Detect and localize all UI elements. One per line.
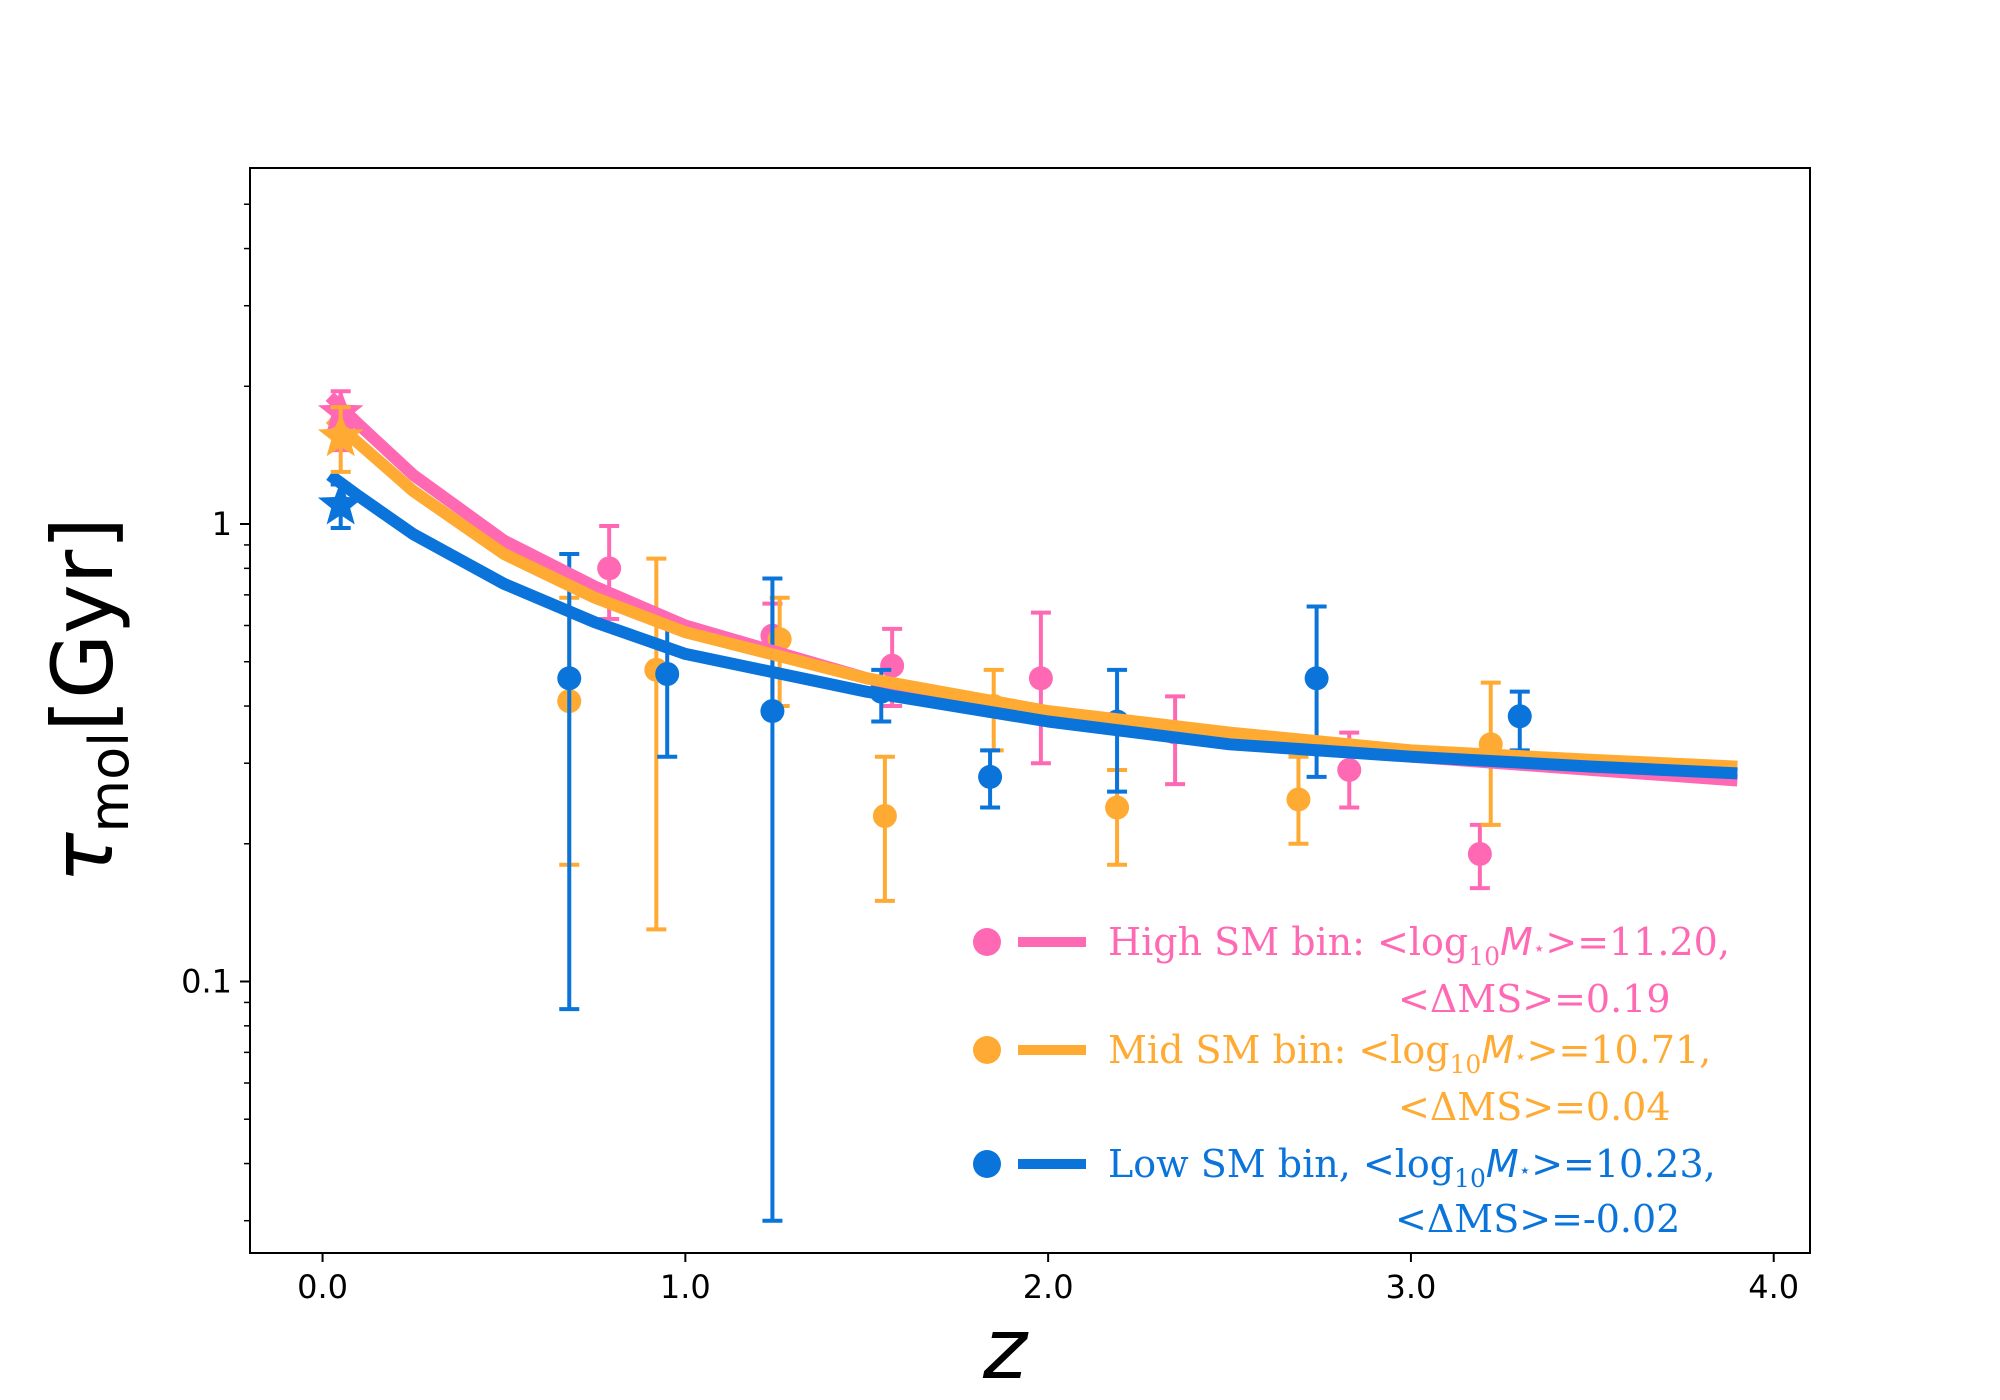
axes: 0.0 1.0 2.0 3.0 4.0 0.1 1 [181, 167, 1811, 1306]
data-point [655, 662, 680, 687]
data-point [880, 653, 905, 678]
fit-line-2 [326, 470, 1738, 780]
y-axis-label-tau: τ [34, 832, 132, 883]
fit-line-1 [325, 414, 1738, 773]
data-point [872, 804, 897, 829]
legend-marker-low [973, 1150, 1001, 1178]
data-point [978, 764, 1003, 789]
plot-area [317, 388, 1738, 1223]
data-point [1105, 795, 1130, 820]
z0-point-1 [317, 405, 364, 474]
series-points-2 [557, 551, 1532, 1223]
data-point [1286, 787, 1311, 812]
y-axis-label: τmol[Gyr] [34, 517, 141, 883]
legend-entry-low: Low SM bin, <log10M⋆>=10.23, <ΔMS>=-0.02 [973, 1142, 1716, 1241]
data-point [1467, 841, 1492, 866]
x-tick-label: 3.0 [1385, 1268, 1436, 1306]
data-point [1507, 704, 1532, 729]
legend-label-mid-line2: <ΔMS>=0.04 [1398, 1085, 1671, 1129]
y-tick-label: 1 [212, 505, 232, 543]
x-tick-label: 1.0 [660, 1268, 711, 1306]
legend-marker-high [973, 928, 1001, 956]
legend-label-high-line1: High SM bin: <log10M⋆>=11.20, [1108, 920, 1730, 971]
star-marker [317, 481, 364, 525]
x-tick-label: 4.0 [1748, 1268, 1799, 1306]
legend-marker-mid [973, 1036, 1001, 1064]
y-axis-label-sub: mol [78, 732, 141, 833]
legend-label-low-line2: <ΔMS>=-0.02 [1395, 1197, 1680, 1241]
x-axis-label: z [982, 1300, 1029, 1398]
data-point [1304, 666, 1329, 691]
legend-entry-high: High SM bin: <log10M⋆>=11.20, <ΔMS>=0.19 [973, 920, 1730, 1021]
y-tick-label: 0.1 [181, 962, 232, 1000]
y-axis-label-unit: [Gyr] [34, 517, 132, 732]
x-tick-label: 2.0 [1023, 1268, 1074, 1306]
data-point [1028, 666, 1053, 691]
z0-point-2 [317, 481, 364, 531]
legend-label-low-line1: Low SM bin, <log10M⋆>=10.23, [1108, 1142, 1716, 1193]
x-tick-label: 0.0 [297, 1268, 348, 1306]
data-point [557, 666, 582, 691]
data-point [597, 556, 622, 581]
data-point [1337, 757, 1362, 782]
svg-text:τmol[Gyr]: τmol[Gyr] [34, 517, 141, 883]
legend-entry-mid: Mid SM bin: <log10M⋆>=10.71, <ΔMS>=0.04 [973, 1028, 1711, 1129]
axes-frame [249, 167, 1811, 1254]
star-marker [317, 412, 364, 457]
legend-label-high-line2: <ΔMS>=0.19 [1398, 977, 1671, 1021]
legend-label-mid-line1: Mid SM bin: <log10M⋆>=10.71, [1108, 1028, 1711, 1079]
data-point [760, 699, 785, 724]
legend: High SM bin: <log10M⋆>=11.20, <ΔMS>=0.19… [973, 920, 1730, 1241]
